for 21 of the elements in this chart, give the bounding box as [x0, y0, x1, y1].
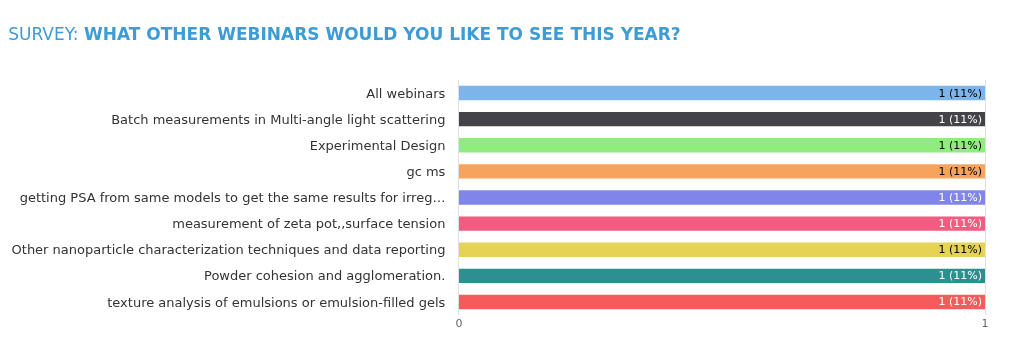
y-tick-label: measurement of zeta pot,,surface tension [172, 216, 446, 232]
data-label: 1 (11%) [938, 269, 982, 283]
data-label: 1 (11%) [938, 164, 982, 178]
y-tick-label: Batch measurements in Multi-angle light scattering [111, 111, 446, 127]
y-tick-label: getting PSA from same models to get the same results for irreg… [19, 190, 446, 206]
x-tick-label: 0 [455, 317, 463, 330]
data-label: 1 (11%) [938, 295, 982, 309]
data-label: 1 (11%) [938, 112, 982, 126]
data-label: 1 (11%) [938, 217, 982, 231]
y-tick-label: Other nanoparticle characterization techniques and data reporting [11, 242, 446, 258]
y-tick-label: All webinars [366, 85, 446, 101]
y-tick-label: Experimental Design [309, 137, 446, 153]
y-tick-label: texture analysis of emulsions or emulsion-filled gels [107, 294, 446, 310]
data-label: 1 (11%) [938, 86, 982, 100]
data-label: 1 (11%) [938, 191, 982, 204]
data-label: 1 (11%) [938, 138, 982, 152]
chart-title: SURVEY: WHAT OTHER WEBINARS WOULD YOU LIKE TO SEE THIS YEAR? [8, 24, 681, 45]
y-tick-label: gc ms [406, 163, 446, 179]
data-label: 1 (11%) [938, 243, 982, 257]
y-tick-label: Powder cohesion and agglomeration. [204, 268, 446, 284]
x-tick-label: 1 [981, 317, 989, 330]
